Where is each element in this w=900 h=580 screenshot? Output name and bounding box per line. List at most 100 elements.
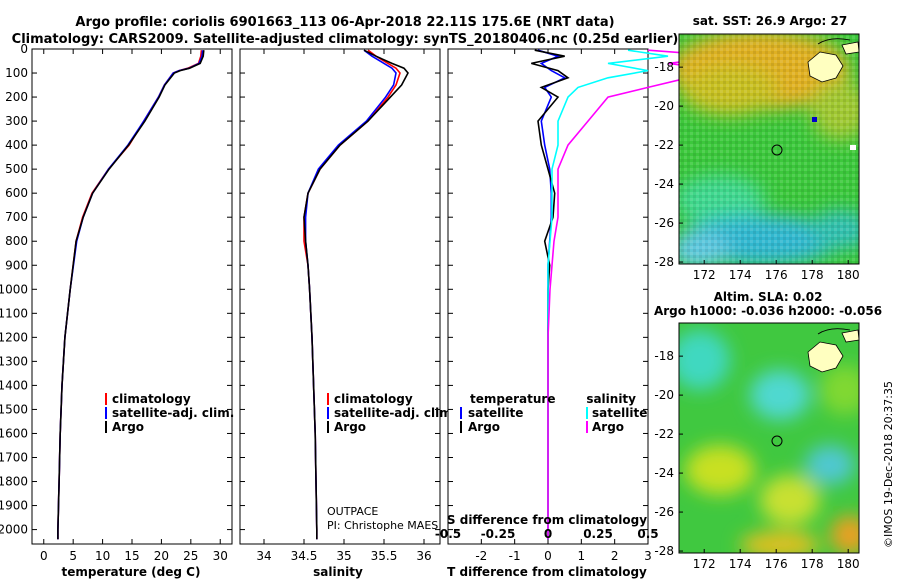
legend-climatology: climatology <box>112 392 191 406</box>
map-x-tick-label: 174 <box>729 268 752 282</box>
map-x-tick-label: 180 <box>837 268 860 282</box>
x-tick-label: 3 <box>644 549 652 563</box>
x-tick-label: 30 <box>213 549 228 563</box>
depth-tick-label: 1200 <box>0 330 28 344</box>
argo-position-marker <box>771 435 783 447</box>
depth-tick-label: 1700 <box>0 450 28 464</box>
map-y-tick-label: -26 <box>654 216 674 230</box>
map-y-tick-label: -24 <box>654 466 674 480</box>
sst-field <box>679 34 859 264</box>
title-line-1: Argo profile: coriolis 6901663_113 06-Ap… <box>75 15 614 30</box>
map-y-tick-label: -24 <box>654 177 674 191</box>
depth-tick-label: 100 <box>5 66 28 80</box>
map-y-tick-label: -28 <box>654 544 674 558</box>
difference-legend-temperature: temperature satellite Argo <box>460 392 555 434</box>
x-tick-label: -2 <box>475 549 487 563</box>
map-x-tick-label: 180 <box>837 557 860 571</box>
difference-panel: -2 -1 0 1 2 3 T difference from climatology S… <box>435 48 729 579</box>
map-y-tick-label: -28 <box>654 255 674 269</box>
depth-tick-label: 600 <box>5 186 28 200</box>
legend-swatch-argo <box>105 421 107 433</box>
credit: ©IMOS 19-Dec-2018 20:37:35 <box>882 381 895 548</box>
depth-tick-label: 1500 <box>0 402 28 416</box>
x-tick-label: 35.5 <box>371 549 398 563</box>
sla-map: Altim. SLA: 0.02 Argo h1000: -0.036 h200… <box>654 290 882 571</box>
x-tick-label: 36 <box>416 549 431 563</box>
depth-tick-label: 1800 <box>0 475 28 489</box>
map-y-tick-label: -18 <box>654 349 674 363</box>
x-tick-label: 15 <box>124 549 139 563</box>
depth-tick-label: 300 <box>5 114 28 128</box>
x-tick-label: 34.5 <box>291 549 318 563</box>
legend-swatch-s-satellite <box>586 407 588 419</box>
legend-satellite: satellite-adj. clim. <box>112 406 234 420</box>
depth-tick-label: 1600 <box>0 426 28 440</box>
map-x-tick-label: 172 <box>693 557 716 571</box>
map-y-tick-label: -26 <box>654 505 674 519</box>
map-y-tick-label: -20 <box>654 99 674 113</box>
legend-swatch-climatology <box>105 393 107 405</box>
temperature-panel: 0 5 10 15 20 25 30 temperature (deg C) climato… <box>31 48 234 579</box>
legend-salinity-heading: salinity <box>586 392 636 406</box>
map-x-tick-label: 172 <box>693 268 716 282</box>
depth-tick-label: 700 <box>5 210 28 224</box>
legend-swatch-t-satellite <box>460 407 462 419</box>
depth-tick-label: 1000 <box>0 282 28 296</box>
legend-swatch-satellite <box>327 407 329 419</box>
x-tick-label: -1 <box>509 549 521 563</box>
sla-field <box>679 323 859 553</box>
legend-swatch-satellite <box>105 407 107 419</box>
legend-temperature-heading: temperature <box>470 392 555 406</box>
map-x-tick-label: 176 <box>765 268 788 282</box>
x-tick-label: 34 <box>256 549 271 563</box>
legend-swatch-t-argo <box>460 421 462 433</box>
legend-swatch-climatology <box>327 393 329 405</box>
depth-tick-label: 1100 <box>0 306 28 320</box>
depth-tick-label: 1300 <box>0 354 28 368</box>
map-y-tick-label: -20 <box>654 388 674 402</box>
depth-axis: 0 100 200 300 400 500 600 700 800 900 1000 1100 1200… <box>0 42 28 537</box>
depth-tick-label: 2000 <box>0 523 28 537</box>
s-tick-label: 0.5 <box>637 527 658 541</box>
legend-satellite: satellite-adj. clim. <box>334 406 456 420</box>
map-x-tick-label: 176 <box>765 557 788 571</box>
series-line-argo <box>303 49 409 540</box>
series-line-argo <box>57 50 205 540</box>
depth-tick-label: 500 <box>5 162 28 176</box>
x-tick-label: 35 <box>336 549 351 563</box>
legend-argo: Argo <box>112 420 144 434</box>
x-tick-label: 0 <box>544 549 552 563</box>
depth-tick-label: 900 <box>5 258 28 272</box>
s-tick-label: 0.25 <box>583 527 613 541</box>
annotation-pi: PI: Christophe MAES <box>327 519 438 532</box>
map-y-tick-label: -22 <box>654 427 674 441</box>
argo-position-marker <box>771 144 783 156</box>
legend-climatology: climatology <box>334 392 413 406</box>
x-tick-label: 25 <box>183 549 198 563</box>
x-tick-label: 0 <box>40 549 48 563</box>
temperature-legend: climatology satellite-adj. clim. Argo <box>105 392 234 434</box>
legend-s-satellite: satellite <box>592 406 647 420</box>
map-y-tick-label: -22 <box>654 138 674 152</box>
salinity-legend: climatology satellite-adj. clim. Argo <box>327 392 456 434</box>
salinity-panel: 34 34.5 35 35.5 36 salinity climatology sate… <box>239 48 456 579</box>
x-tick-label: 10 <box>95 549 110 563</box>
map-x-tick-label: 174 <box>729 557 752 571</box>
legend-t-satellite: satellite <box>468 406 523 420</box>
sla-map-title: Altim. SLA: 0.02 <box>714 290 823 304</box>
map-x-tick-label: 178 <box>801 557 824 571</box>
depth-tick-label: 1400 <box>0 378 28 392</box>
depth-tick-label: 200 <box>5 90 28 104</box>
s-difference-xlabel: S difference from climatology <box>447 513 647 527</box>
legend-t-argo: Argo <box>468 420 500 434</box>
temperature-xlabel: temperature (deg C) <box>62 565 201 579</box>
legend-swatch-argo <box>327 421 329 433</box>
salinity-xlabel: salinity <box>313 565 363 579</box>
depth-tick-label: 800 <box>5 234 28 248</box>
map-x-tick-label: 178 <box>801 268 824 282</box>
sla-map-subtitle: Argo h1000: -0.036 h2000: -0.056 <box>654 304 882 318</box>
x-tick-label: 2 <box>611 549 619 563</box>
s-tick-label: -0.5 <box>435 527 461 541</box>
x-tick-label: 20 <box>154 549 169 563</box>
